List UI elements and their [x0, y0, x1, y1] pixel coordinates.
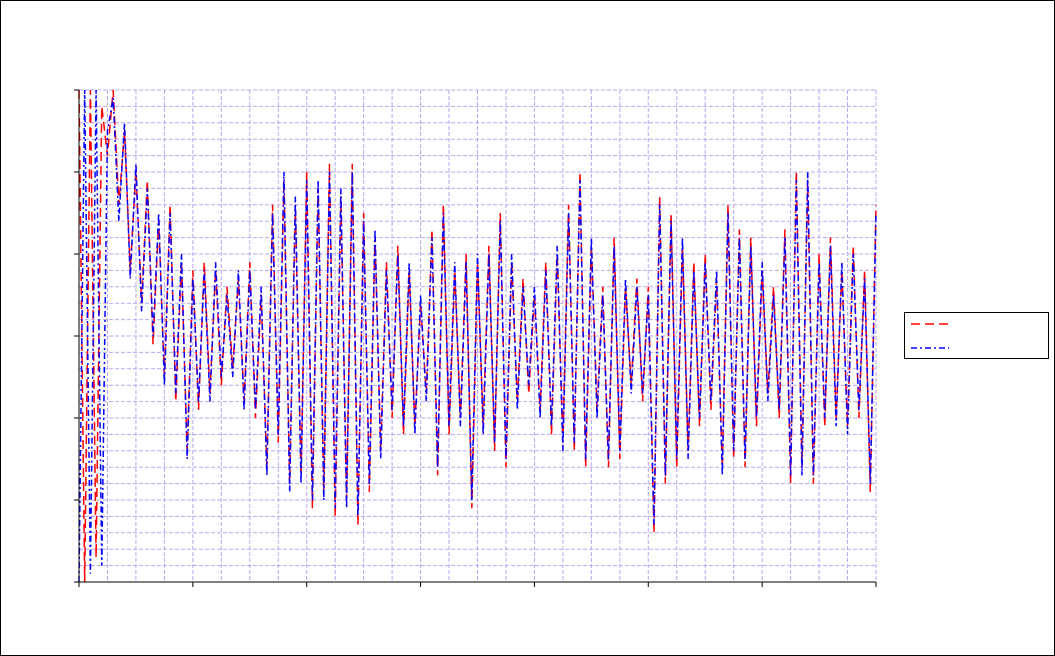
legend-items — [911, 323, 949, 349]
series-line — [78, 89, 877, 583]
legend — [904, 312, 1049, 359]
lines — [78, 89, 877, 583]
axes — [74, 89, 877, 587]
grid — [78, 89, 877, 583]
